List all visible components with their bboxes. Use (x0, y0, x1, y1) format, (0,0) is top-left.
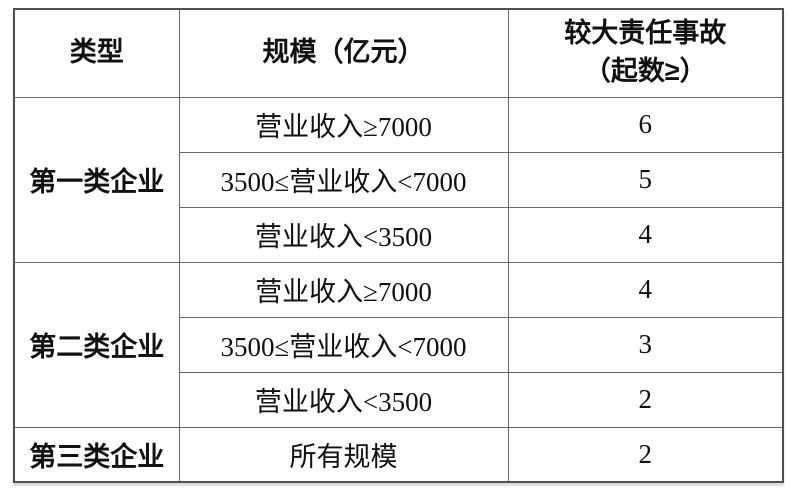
scale-cell: 所有规模 (178, 426, 509, 483)
header-type: 类型 (13, 8, 180, 98)
count-cell: 5 (507, 151, 784, 208)
scale-cell: 营业收入<3500 (178, 371, 509, 428)
scale-cell: 营业收入≥7000 (178, 96, 509, 153)
accident-threshold-table: 类型 规模（亿元） 较大责任事故 （起数≥） 第一类企业 营业收入≥7000 6… (13, 8, 784, 483)
count-cell: 3 (507, 316, 784, 373)
scale-cell: 营业收入<3500 (178, 206, 509, 263)
category-cell-3: 第三类企业 (13, 426, 180, 483)
count-cell: 4 (507, 261, 784, 318)
table-row: 营业收入<3500 4 (14, 206, 784, 263)
category-cell-1: 第一类企业 (13, 96, 180, 263)
count-cell: 4 (507, 206, 784, 263)
header-scale: 规模（亿元） (178, 8, 509, 98)
count-cell: 2 (507, 426, 784, 483)
category-cell-2: 第二类企业 (13, 261, 180, 428)
scale-cell: 3500≤营业收入<7000 (178, 316, 509, 373)
table-row: 3500≤营业收入<7000 5 (14, 151, 784, 208)
table-row: 第一类企业 营业收入≥7000 6 (13, 96, 784, 263)
table-row: 3500≤营业收入<7000 3 (14, 316, 784, 373)
scale-cell: 营业收入≥7000 (178, 261, 509, 318)
header-accidents: 较大责任事故 （起数≥） (507, 8, 784, 98)
table-row: 第三类企业 所有规模 2 (13, 426, 784, 483)
table-header-row: 类型 规模（亿元） 较大责任事故 （起数≥） (13, 8, 784, 98)
table-row: 第二类企业 营业收入≥7000 4 (13, 261, 784, 428)
count-cell: 2 (507, 371, 784, 428)
count-cell: 6 (507, 96, 784, 153)
scale-cell: 3500≤营业收入<7000 (178, 151, 509, 208)
